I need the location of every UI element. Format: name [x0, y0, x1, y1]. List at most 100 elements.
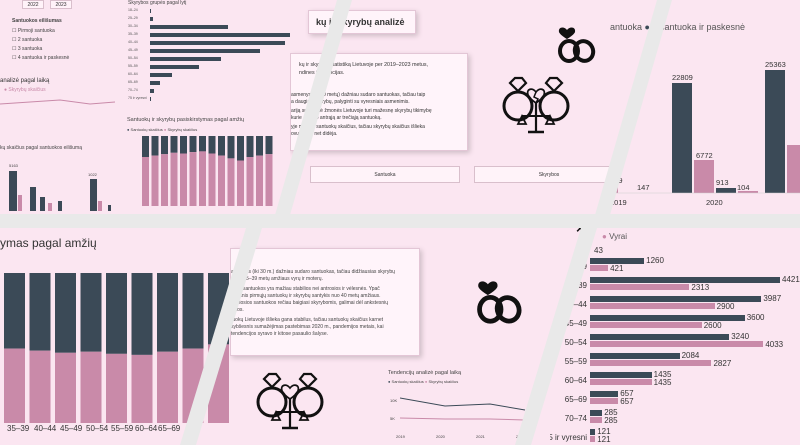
- age-stack-pink-bar: [29, 350, 51, 423]
- body-line-4: kurie sudaro antrąją ar trečiąją santuok…: [291, 115, 382, 121]
- gender-age-tick: –44: [573, 300, 587, 309]
- x-tick-2019: 2019: [610, 198, 627, 207]
- gender-dark-bar: [590, 334, 730, 340]
- gender-pink-bar: [590, 303, 715, 309]
- order-option-2[interactable]: ☐ 2 santuoka: [12, 37, 43, 43]
- gender-age-tick: 65–69: [564, 395, 587, 404]
- gender-age-label: 65–69: [128, 80, 138, 84]
- gender-age-tick: –39: [573, 281, 587, 290]
- gender-age-label: 45–49: [128, 48, 138, 52]
- trend-chart-title: Tendencijų analizė pagal laiką: [388, 370, 462, 376]
- gender-bar: [150, 41, 286, 45]
- gender-pink-bar: [590, 341, 764, 347]
- analysis-line-8: sybšesnis sumažėjimas pastebimas 2020 m.…: [231, 324, 384, 330]
- analysis-line-7: tuokų Lietuvoje išlieka gana stabilus, t…: [231, 317, 384, 323]
- gender-dark-bar: [590, 372, 652, 378]
- gender-age-label: 40–44: [128, 40, 138, 44]
- stack-mini-pink-bar: [208, 153, 216, 206]
- age-tick-5: 55–59: [111, 424, 134, 433]
- stack-mini-dark-bar: [142, 136, 149, 157]
- gender-pink-value: 4033: [765, 340, 784, 349]
- body-line-2: a daugiau skyrybų, palyginti su vyresnia…: [291, 99, 410, 105]
- trend-y-tick-1: 10K: [390, 398, 398, 403]
- intro-line-1: kų ir skyrybų statistiką Lietuvoje per 2…: [299, 62, 428, 68]
- stack-mini-dark-bar: [199, 136, 206, 152]
- body-line-6: ovus arba net didėja.: [291, 131, 338, 137]
- stack-mini-dark-bar: [189, 136, 197, 153]
- stack-mini-pink-bar: [189, 152, 197, 206]
- rings-icon-bottom: [477, 281, 522, 324]
- stack-mini-dark-bar: [246, 136, 254, 157]
- age-stack-pink-bar: [106, 353, 127, 423]
- stack-mini-pink-bar: [265, 154, 273, 206]
- trend-y-tick-2: 5K: [390, 416, 395, 421]
- stack-mini-dark-bar: [161, 136, 168, 155]
- trend-chart-legend: ● Santuokų skaičius ● Skyrybų skaičius: [388, 379, 459, 384]
- gender-bar-chart: 18–24 25–29 30–34 35–39 40–44 45–49 50–54 55–59…: [128, 8, 290, 104]
- gender-age-tick: 50–54: [564, 338, 587, 347]
- gender-dark-value: 3987: [763, 294, 782, 303]
- gender-pink-bar: [590, 265, 609, 271]
- gender-dark-bar: [590, 277, 780, 283]
- age-stack-dark-bar: [131, 273, 153, 355]
- order-option-4[interactable]: ☐ 4 santuoka ir paskesnė: [12, 55, 70, 61]
- gender-bar: [150, 25, 229, 29]
- analysis-line-3: anys santuokos yra mažiau stabilios nei …: [231, 286, 380, 292]
- stack-mini-pink-bar: [180, 153, 187, 206]
- gender-dark-bar: [590, 410, 603, 416]
- age-tick-2: 40–44: [34, 424, 57, 433]
- tile-intro: × kų ir skyrybų analizė kų ir skyrybų st…: [290, 0, 610, 215]
- year-button-2022[interactable]: 2022: [22, 0, 44, 9]
- stack-mini-pink-bar: [218, 155, 225, 206]
- body-line-5: yje mažėja santuokų skaičius, tačiau sky…: [291, 124, 425, 130]
- age-tick-7: 65–69: [158, 424, 181, 433]
- gender-pink-value: 2313: [691, 283, 710, 292]
- gender-age-label: 55–59: [128, 64, 138, 68]
- gender-dark-value: 3600: [746, 313, 765, 322]
- stack-mini-pink-bar: [199, 151, 206, 206]
- order-slicer-title: Santuokos eilišumas: [12, 18, 62, 24]
- gender-bars: 91260421–3944212313–443987290045–4936002…: [550, 228, 800, 445]
- age-tick-4: 50–54: [86, 424, 109, 433]
- gender-dark-value: 285: [604, 408, 618, 417]
- gender-pink-bar: [590, 322, 702, 328]
- divorce-button[interactable]: Skyrybos: [474, 166, 610, 183]
- order-option-1[interactable]: ☐ Pirmoji santuoka: [12, 28, 55, 34]
- tile-marriage-order-chart: antuoka ● 4 santuoka ir paskesnė 139 147…: [610, 0, 800, 215]
- year-button-2023[interactable]: 2023: [50, 0, 72, 9]
- gender-bar: [150, 9, 151, 13]
- analysis-line-4: ddesnis pirmųjų santuokų ir skyrybų sant…: [231, 293, 381, 299]
- gender-pink-value: 657: [620, 397, 634, 406]
- analysis-line-2: s yra 35–39 metų amžiaus vyrų ir moterų.: [231, 276, 323, 282]
- gender-age-label: 50–54: [128, 56, 138, 60]
- gender-age-tick: 75 ir vyresni: [550, 433, 587, 442]
- gender-pink-bar: [590, 379, 652, 385]
- age-stack-dark-bar: [55, 273, 76, 353]
- stack-mini-dark-bar: [208, 136, 216, 154]
- gender-dark-bar: [590, 296, 762, 302]
- analysis-line-5: trečiosios santuokos rečiau baigiasi sky…: [231, 300, 389, 306]
- age-stack-dark-bar: [29, 273, 51, 351]
- stack-mini-dark-bar: [180, 136, 187, 154]
- stack-chart-title: Santuokų ir skyrybų pasiskirstymas pagal…: [127, 117, 245, 123]
- body-line-3: ariją susituokė žmonės Lietuvoje turi ma…: [291, 108, 432, 114]
- gender-pink-value: 2827: [713, 359, 732, 368]
- gender-pink-value: 1435: [653, 378, 672, 387]
- stack-mini-pink-bar: [227, 158, 235, 206]
- marriage-button[interactable]: Santuoka: [310, 166, 460, 183]
- age-stack-dark-bar: [106, 273, 127, 354]
- gender-pink-bar: [590, 436, 596, 442]
- bar-label-913: 913: [716, 178, 729, 187]
- gender-age-tick: 70–74: [564, 414, 587, 423]
- age-tick-3: 45–49: [60, 424, 83, 433]
- gender-bar: [150, 49, 260, 53]
- gender-age-label: 70–74: [128, 88, 138, 92]
- gender-age-tick: 45–49: [564, 319, 587, 328]
- age-chart-title: ymas pagal amžių: [0, 236, 97, 250]
- trend-x-tick-2: 2020: [436, 434, 445, 439]
- order-option-3[interactable]: ☐ 3 santuoka: [12, 46, 43, 52]
- gender-bar: [150, 57, 221, 61]
- tendency-section-title: analizė pagal laiką: [0, 78, 50, 84]
- gender-dark-value: 1260: [646, 256, 664, 265]
